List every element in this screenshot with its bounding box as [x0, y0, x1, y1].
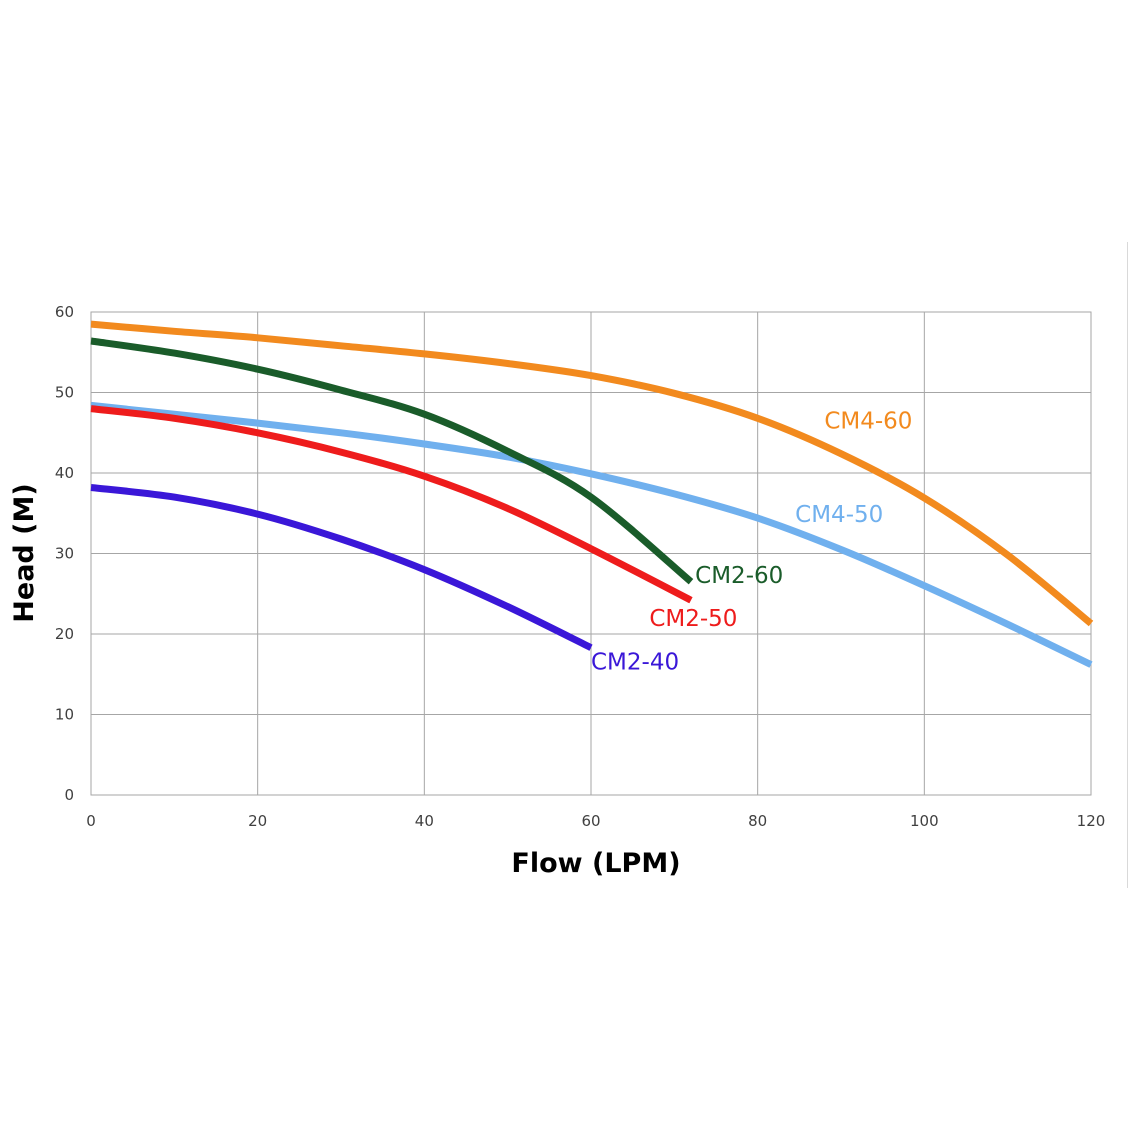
y-axis-ticks: 0 10 20 30 40 50 60	[55, 303, 74, 804]
x-tick-label-0: 0	[86, 812, 96, 830]
x-tick-label-100: 100	[910, 812, 939, 830]
y-tick-label-40: 40	[55, 464, 74, 482]
page-edge-divider	[1127, 242, 1132, 888]
x-axis-title: Flow (LPM)	[511, 848, 680, 879]
series-label-cm4-50: CM4-50	[795, 502, 883, 528]
y-tick-label-50: 50	[55, 384, 74, 402]
x-tick-label-20: 20	[248, 812, 267, 830]
y-tick-label-30: 30	[55, 545, 74, 563]
x-tick-label-60: 60	[581, 812, 600, 830]
series-label-cm2-40: CM2-40	[591, 649, 679, 675]
series-lines	[90, 320, 1094, 668]
series-label-cm2-60: CM2-60	[695, 563, 783, 589]
y-tick-label-20: 20	[55, 625, 74, 643]
series-label-cm2-50: CM2-50	[649, 606, 737, 632]
y-axis-title: Head (M)	[9, 483, 40, 622]
series-line-cm4-50	[90, 401, 1093, 668]
plot-area	[90, 311, 1092, 796]
x-tick-label-40: 40	[415, 812, 434, 830]
series-label-cm4-60: CM4-60	[824, 409, 912, 435]
y-tick-label-10: 10	[55, 706, 74, 724]
y-tick-label-60: 60	[55, 303, 74, 321]
x-axis-ticks: 0 20 40 60 80 100 120	[86, 812, 1105, 830]
series-line-cm2-50	[90, 405, 693, 604]
series-line-cm2-40	[90, 484, 593, 651]
y-tick-label-0: 0	[64, 786, 74, 804]
series-line-cm2-60	[90, 337, 694, 585]
x-tick-label-120: 120	[1077, 812, 1106, 830]
grid-lines	[90, 311, 1092, 796]
series-labels: CM4-60 CM4-50 CM2-60 CM2-50 CM2-40	[591, 409, 912, 676]
series-line-cm4-60	[90, 320, 1094, 627]
x-tick-label-80: 80	[748, 812, 767, 830]
